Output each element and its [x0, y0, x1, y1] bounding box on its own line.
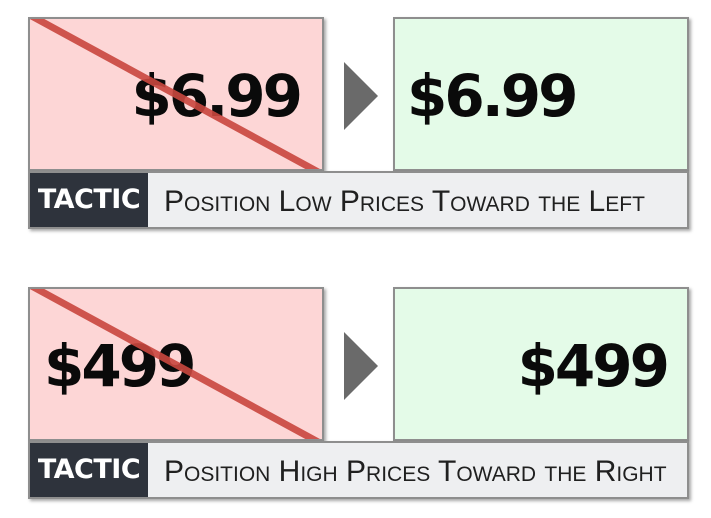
tactic-caption-bar: TACTIC Position High Prices Toward the R…: [28, 441, 689, 499]
right-arrow-icon: [344, 332, 378, 400]
before-price-box: $6.99: [28, 17, 324, 171]
after-price: $6.99: [407, 62, 578, 130]
tactic-tag: TACTIC: [30, 443, 148, 497]
tactic-description: Position High Prices Toward the Right: [164, 455, 667, 488]
right-arrow-icon: [344, 62, 378, 130]
tactic-tag: TACTIC: [30, 173, 148, 227]
after-price: $499: [517, 332, 670, 400]
before-price: $6.99: [131, 62, 303, 130]
before-price-box: $499: [28, 287, 324, 441]
after-price-box: $499: [393, 287, 689, 441]
tactic-caption-bar: TACTIC Position Low Prices Toward the Le…: [28, 171, 689, 229]
before-price: $499: [44, 332, 196, 400]
tactic-panel-high-prices: $499 $499 TACTIC Position High Prices To…: [0, 270, 711, 510]
tactic-panel-low-prices: $6.99 $6.99 TACTIC Position Low Prices T…: [0, 0, 711, 240]
tactic-description: Position Low Prices Toward the Left: [164, 185, 645, 218]
after-price-box: $6.99: [393, 17, 689, 171]
